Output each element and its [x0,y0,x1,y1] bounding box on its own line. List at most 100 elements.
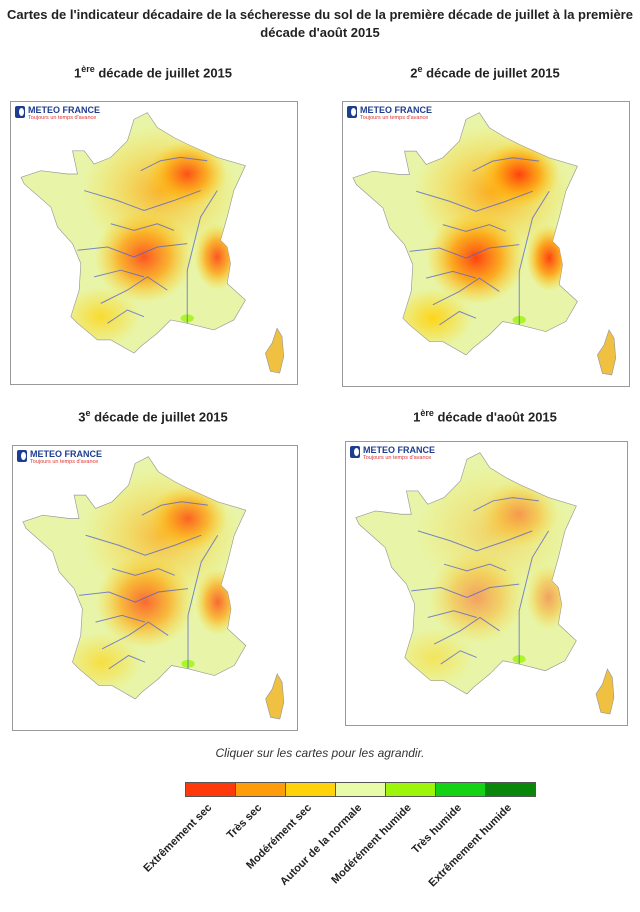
river [187,534,219,669]
corsica-outline [265,327,285,374]
river [141,501,208,516]
legend-swatch [186,783,236,796]
title-rest: décade de juillet 2015 [94,65,233,81]
france-map [352,112,617,376]
dry-zone [60,286,141,347]
legend-label: Très humide [409,801,465,857]
river [186,190,218,324]
dry-zone [426,211,526,305]
dry-zone [62,632,142,693]
dry-zone [148,485,228,552]
logo-name: METEO FRANCE [360,105,432,115]
river [101,621,169,650]
legend-label: Extrêmement sec [141,801,215,875]
legend-swatch [436,783,486,796]
meteo-france-logo-icon [15,106,25,118]
river [84,190,201,212]
river [518,530,549,665]
meteo-france-logo-icon [17,450,27,462]
river [411,583,520,599]
logo-tagline: Toujours un temps d'avance [30,459,99,465]
legend-label: Très sec [224,801,265,842]
river [140,156,208,172]
river [77,243,188,258]
river [440,650,477,665]
map-title: 1ère décade d'août 2015 [335,408,635,424]
drought-map-4[interactable]: METEO FRANCE Toujours un temps d'avance [345,441,628,726]
corsica-outline [597,329,617,376]
title-sup: ère [81,64,95,74]
france-map [355,452,615,715]
title-rest: décade d'août 2015 [433,409,557,425]
river [472,157,540,172]
logo-tagline: Toujours un temps d'avance [360,115,429,121]
drought-map-1[interactable]: METEO FRANCE Toujours un temps d'avance [10,101,298,385]
dry-zone [479,141,560,208]
map-title: 2e décade de juillet 2015 [335,64,635,80]
meteo-france-logo: METEO FRANCE Toujours un temps d'avance [347,106,432,122]
river [426,270,477,279]
river [416,190,533,212]
caption: Cliquer sur les cartes pour les agrandir… [215,746,425,760]
dry-zone [395,627,474,688]
title-sup: e [85,408,91,418]
meteo-france-logo: METEO FRANCE Toujours un temps d'avance [350,446,435,462]
page-headline: Cartes de l'indicateur décadaire de la s… [7,7,633,40]
legend-label: Extrêmement humide [426,801,515,890]
dry-zone [525,564,572,631]
title-sup: e [417,64,423,74]
legend-swatch [236,783,286,796]
dry-zone [479,480,559,548]
river [94,269,145,278]
river [85,534,202,556]
river [111,568,175,576]
dry-zone [392,288,473,349]
france-map [20,112,285,374]
meteo-france-logo: METEO FRANCE Toujours un temps d'avance [15,106,100,122]
legend-bar [185,782,536,797]
logo-tagline: Toujours un temps d'avance [28,115,97,121]
title-rest: décade de juillet 2015 [90,409,228,425]
title-rest: décade de juillet 2015 [422,65,560,81]
river [100,276,168,304]
meteo-france-logo-icon [347,106,357,118]
dry-zone [525,224,573,292]
drought-map-2[interactable]: METEO FRANCE Toujours un temps d'avance [342,101,630,387]
legend-swatch [386,783,436,796]
legend-swatch [486,783,535,796]
drought-map-3[interactable]: METEO FRANCE Toujours un temps d'avance [12,445,298,731]
title-num: 1 [73,65,82,81]
river [432,277,500,306]
river [518,190,550,325]
legend-swatch [286,783,336,796]
river [78,588,189,603]
logo-tagline: Toujours un temps d'avance [363,455,432,461]
river [434,616,500,645]
dry-zone [193,223,241,291]
corsica-outline [595,668,615,715]
river [409,244,520,259]
river [442,224,507,232]
river [443,563,507,572]
logo-name: METEO FRANCE [30,449,102,459]
logo-name: METEO FRANCE [363,445,435,455]
legend-swatch [336,783,386,796]
title-num: 3 [78,409,86,425]
river [473,497,539,512]
meteo-france-logo-icon [350,446,360,458]
dry-zone [427,550,526,645]
dry-zone [194,568,241,636]
logo-name: METEO FRANCE [28,105,100,115]
france-map [22,456,285,720]
dry-zone [94,210,194,304]
river [110,223,175,231]
river [417,530,533,552]
river [439,310,477,326]
title-num: 1 [413,409,421,425]
river [427,610,477,618]
river [107,309,145,324]
map-title: 3e décade de juillet 2015 [3,408,303,424]
map-title: 1ère décade de juillet 2015 [3,64,303,80]
corsica-outline [265,673,285,720]
dry-zone [147,140,228,208]
